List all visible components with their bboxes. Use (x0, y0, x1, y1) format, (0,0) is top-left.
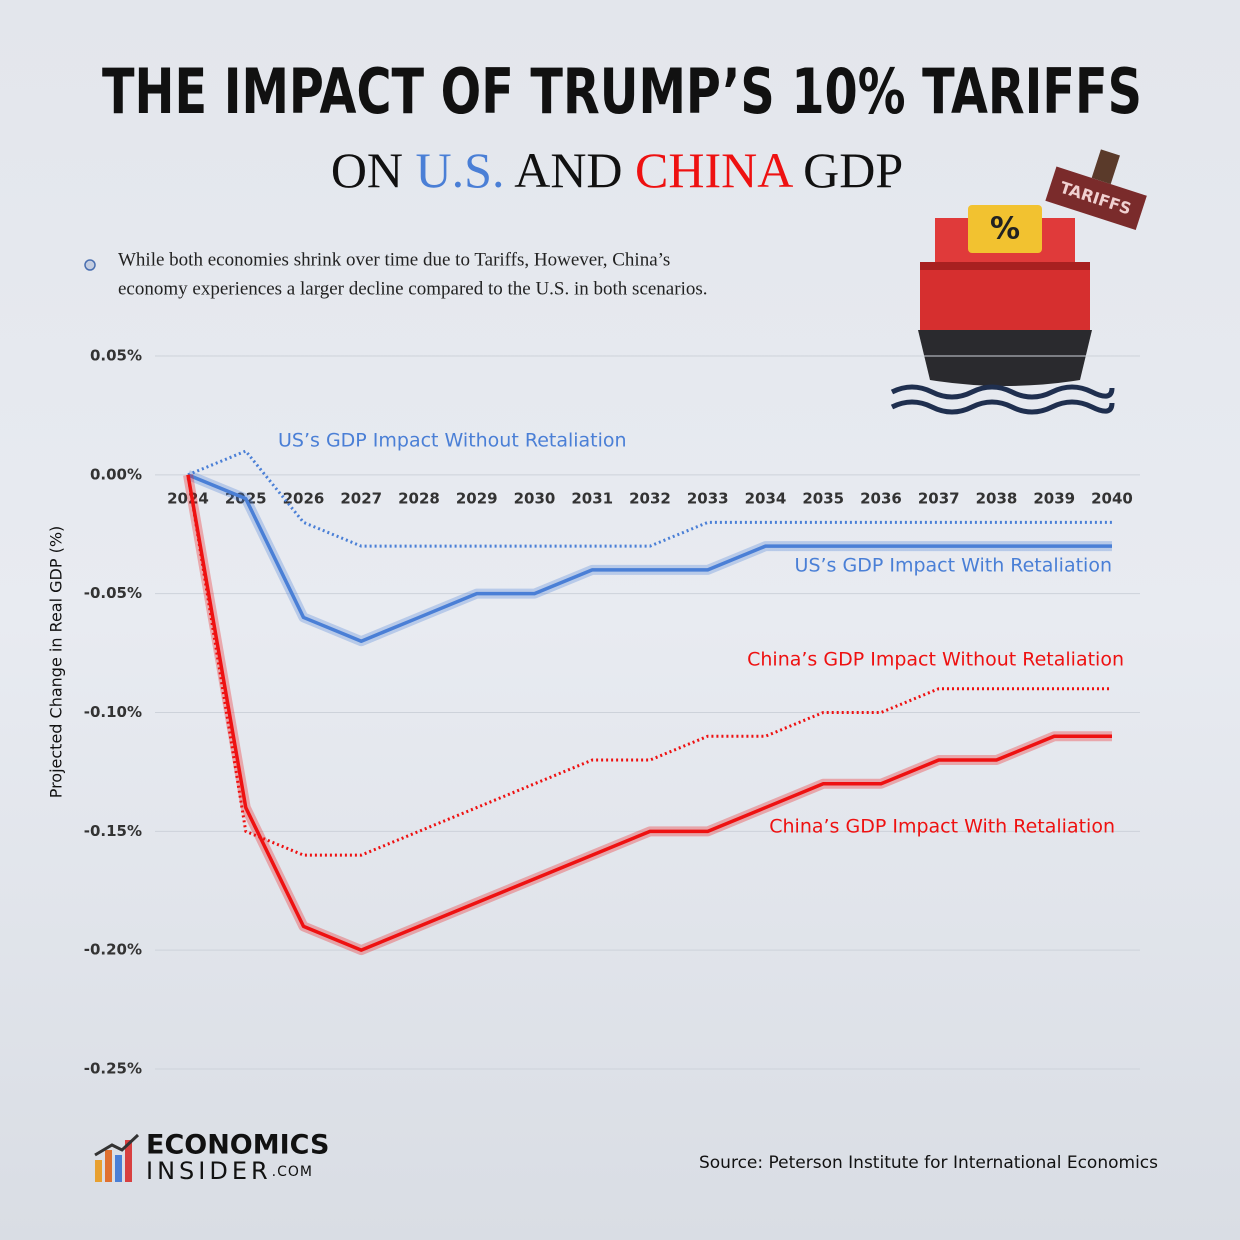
x-tick-label: 2038 (976, 489, 1018, 507)
x-tick-label: 2028 (398, 489, 440, 507)
ship-illustration: % TARIFFS (890, 149, 1147, 415)
y-axis-title: Projected Change in Real GDP (%) (47, 526, 66, 799)
x-tick-label: 2037 (918, 489, 960, 507)
subtitle-part: CHINA (635, 142, 793, 198)
chart-subtitle: ON U.S. AND CHINA GDP (331, 142, 903, 198)
logo-text: INSIDER.COM (146, 1157, 313, 1185)
y-tick-label: -0.05% (84, 584, 142, 602)
series-label: US’s GDP Impact Without Retaliation (278, 430, 627, 452)
subtitle-part: GDP (803, 142, 903, 198)
bullet (84, 259, 96, 271)
x-tick-label: 2029 (456, 489, 498, 507)
series-label: China’s GDP Impact Without Retaliation (747, 649, 1124, 671)
chart-title: THE IMPACT OF TRUMP’S 10% TARIFFS (102, 55, 1142, 128)
logo-text: INSIDER (146, 1157, 272, 1185)
logo-suffix: .COM (272, 1164, 313, 1180)
x-tick-label: 2036 (860, 489, 902, 507)
series-label: China’s GDP Impact With Retaliation (769, 816, 1115, 838)
y-tick-label: -0.25% (84, 1060, 142, 1078)
x-tick-label: 2039 (1033, 489, 1075, 507)
series-line (187, 473, 1112, 643)
sign-text: % (990, 212, 1020, 247)
subtitle-part: ON (331, 142, 403, 198)
subtitle-part: U.S. (416, 142, 505, 198)
note-line: economy experiences a larger decline com… (118, 278, 708, 299)
x-tick-label: 2026 (283, 489, 325, 507)
x-tick-label: 2031 (571, 489, 613, 507)
note-line: While both economies shrink over time du… (118, 249, 670, 270)
x-tick-label: 2024 (167, 489, 209, 507)
series-line (187, 449, 1112, 548)
x-tick-label: 2035 (802, 489, 844, 507)
logo-text: ECONOMICS (146, 1130, 329, 1161)
x-tick-label: 2030 (514, 489, 556, 507)
subtitle-part: AND (514, 142, 622, 198)
x-tick-label: 2032 (629, 489, 671, 507)
plot: 0.05% 0.00% -0.05% -0.10% -0.15% -0.20% -0.25%… (84, 347, 1140, 1078)
series-line (186, 474, 1112, 952)
y-tick-label: 0.00% (90, 465, 142, 483)
series-line (186, 474, 1112, 857)
y-tick-label: -0.20% (84, 941, 142, 959)
y-tick-label: -0.10% (84, 703, 142, 721)
x-tick-label: 2033 (687, 489, 729, 507)
x-tick-label: 2027 (340, 489, 382, 507)
y-tick-label: 0.05% (90, 347, 142, 365)
y-tick-label: -0.15% (84, 822, 142, 840)
series-label: US’s GDP Impact With Retaliation (795, 555, 1112, 577)
source: Source: Peterson Institute for Internati… (699, 1153, 1158, 1173)
logo: ECONOMICS INSIDER.COM (94, 1130, 329, 1185)
x-tick-label: 2040 (1091, 489, 1133, 507)
x-tick-label: 2034 (745, 489, 787, 507)
